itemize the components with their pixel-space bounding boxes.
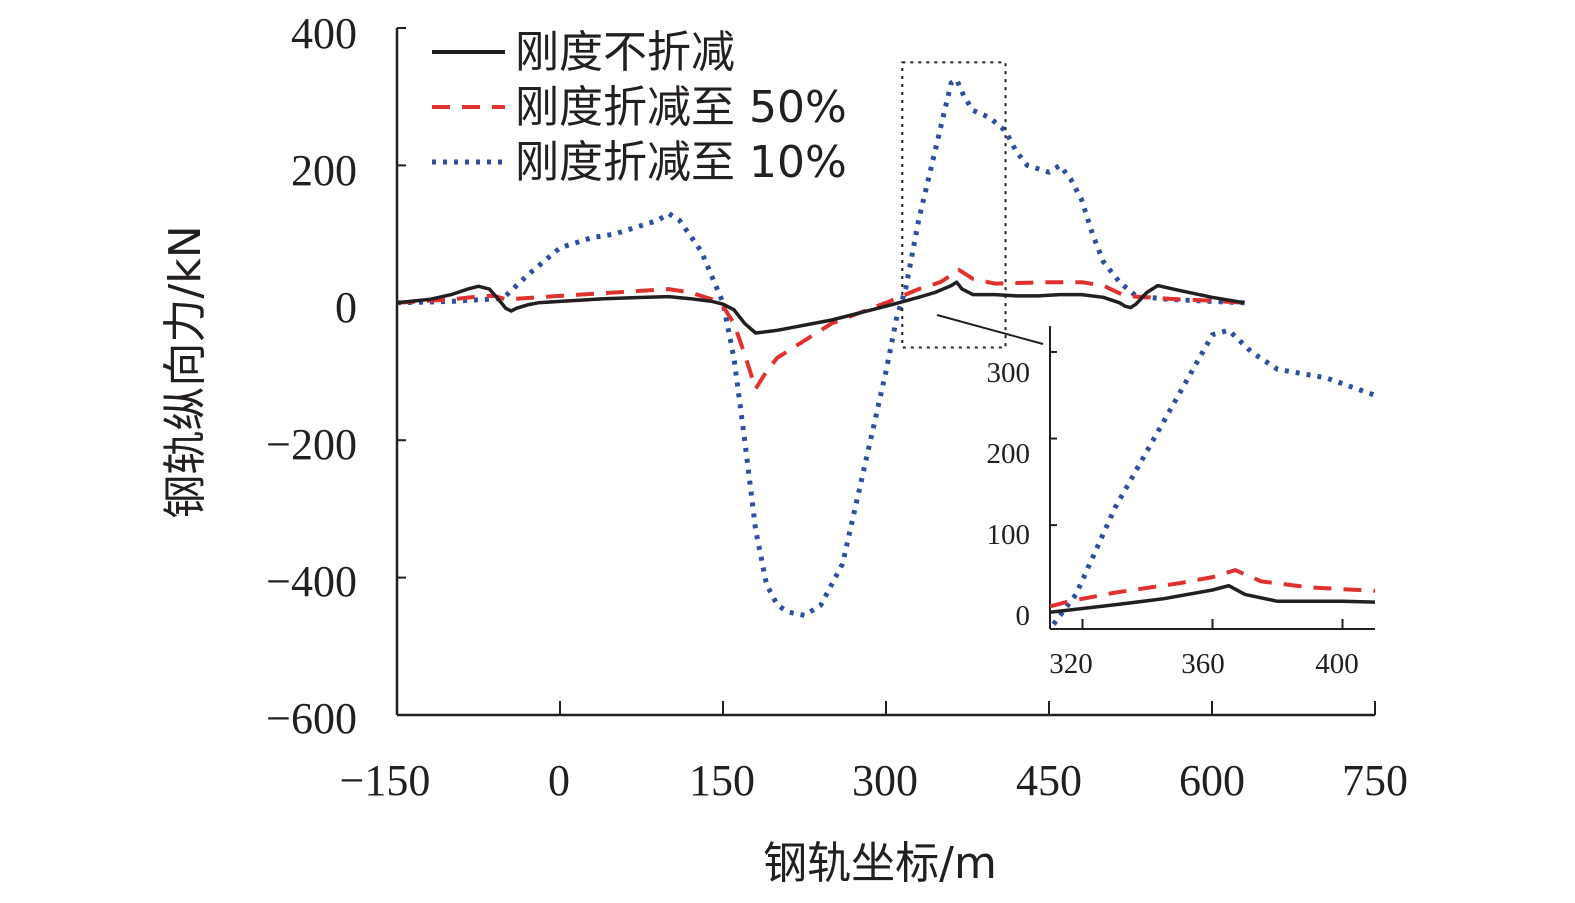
inset-x-tick-label: 320: [1049, 648, 1093, 680]
y-tick-labels: 400 200 0 −200 −400 −600: [266, 9, 357, 743]
y-tick-label: 400: [291, 9, 357, 58]
y-axis-title: 钢轨纵向力/kN: [160, 225, 211, 518]
inset-background: [1050, 326, 1375, 629]
legend-label: 刚度折减至 10%: [515, 137, 847, 188]
inset-y-tick-label: 100: [987, 519, 1031, 551]
zoom-box: [901, 61, 1007, 349]
series-line-solid: [396, 280, 1245, 335]
x-tick-label: 150: [689, 756, 755, 805]
inset-x-tick-label: 360: [1181, 648, 1225, 680]
x-tick-labels: −150 0 150 300 450 600 750: [340, 756, 1408, 805]
plot-area: [396, 77, 1245, 618]
y-tick-label: −200: [266, 420, 357, 469]
main-axes: [395, 27, 1376, 717]
x-tick-label: 600: [1179, 756, 1245, 805]
inset-y-tick-label: 200: [987, 438, 1031, 470]
legend: 刚度不折减 刚度折减至 50% 刚度折减至 10%: [432, 27, 847, 188]
inset-x-tick-label: 400: [1315, 648, 1359, 680]
inset-series-line-solid: [1050, 583, 1375, 615]
zoom-indicator: [901, 61, 1044, 349]
inset-chart: 300 200 100 0 320 360 400: [987, 326, 1375, 680]
inset-y-tick-label: 0: [1016, 600, 1031, 632]
x-tick-label: −150: [340, 756, 431, 805]
inset-y-tick-label: 300: [987, 357, 1031, 389]
y-tick-label: −400: [266, 557, 357, 606]
y-tick-label: 0: [335, 283, 357, 332]
x-axis-title: 钢轨坐标/m: [763, 838, 997, 889]
inset-series-line-dashed: [1050, 568, 1375, 609]
legend-label: 刚度不折减: [515, 27, 735, 78]
inset-series-line-dotted: [1050, 327, 1375, 629]
x-tick-label: 450: [1016, 756, 1082, 805]
x-tick-label: 0: [548, 756, 570, 805]
series-line-dashed: [396, 267, 1245, 391]
y-tick-label: −600: [266, 694, 357, 743]
zoom-connector-line: [936, 314, 1044, 345]
legend-label: 刚度折减至 50%: [515, 82, 847, 133]
inset-plot-area: [1050, 327, 1375, 629]
x-tick-label: 300: [852, 756, 918, 805]
y-tick-label: 200: [291, 146, 357, 195]
x-tick-label: 750: [1342, 756, 1408, 805]
